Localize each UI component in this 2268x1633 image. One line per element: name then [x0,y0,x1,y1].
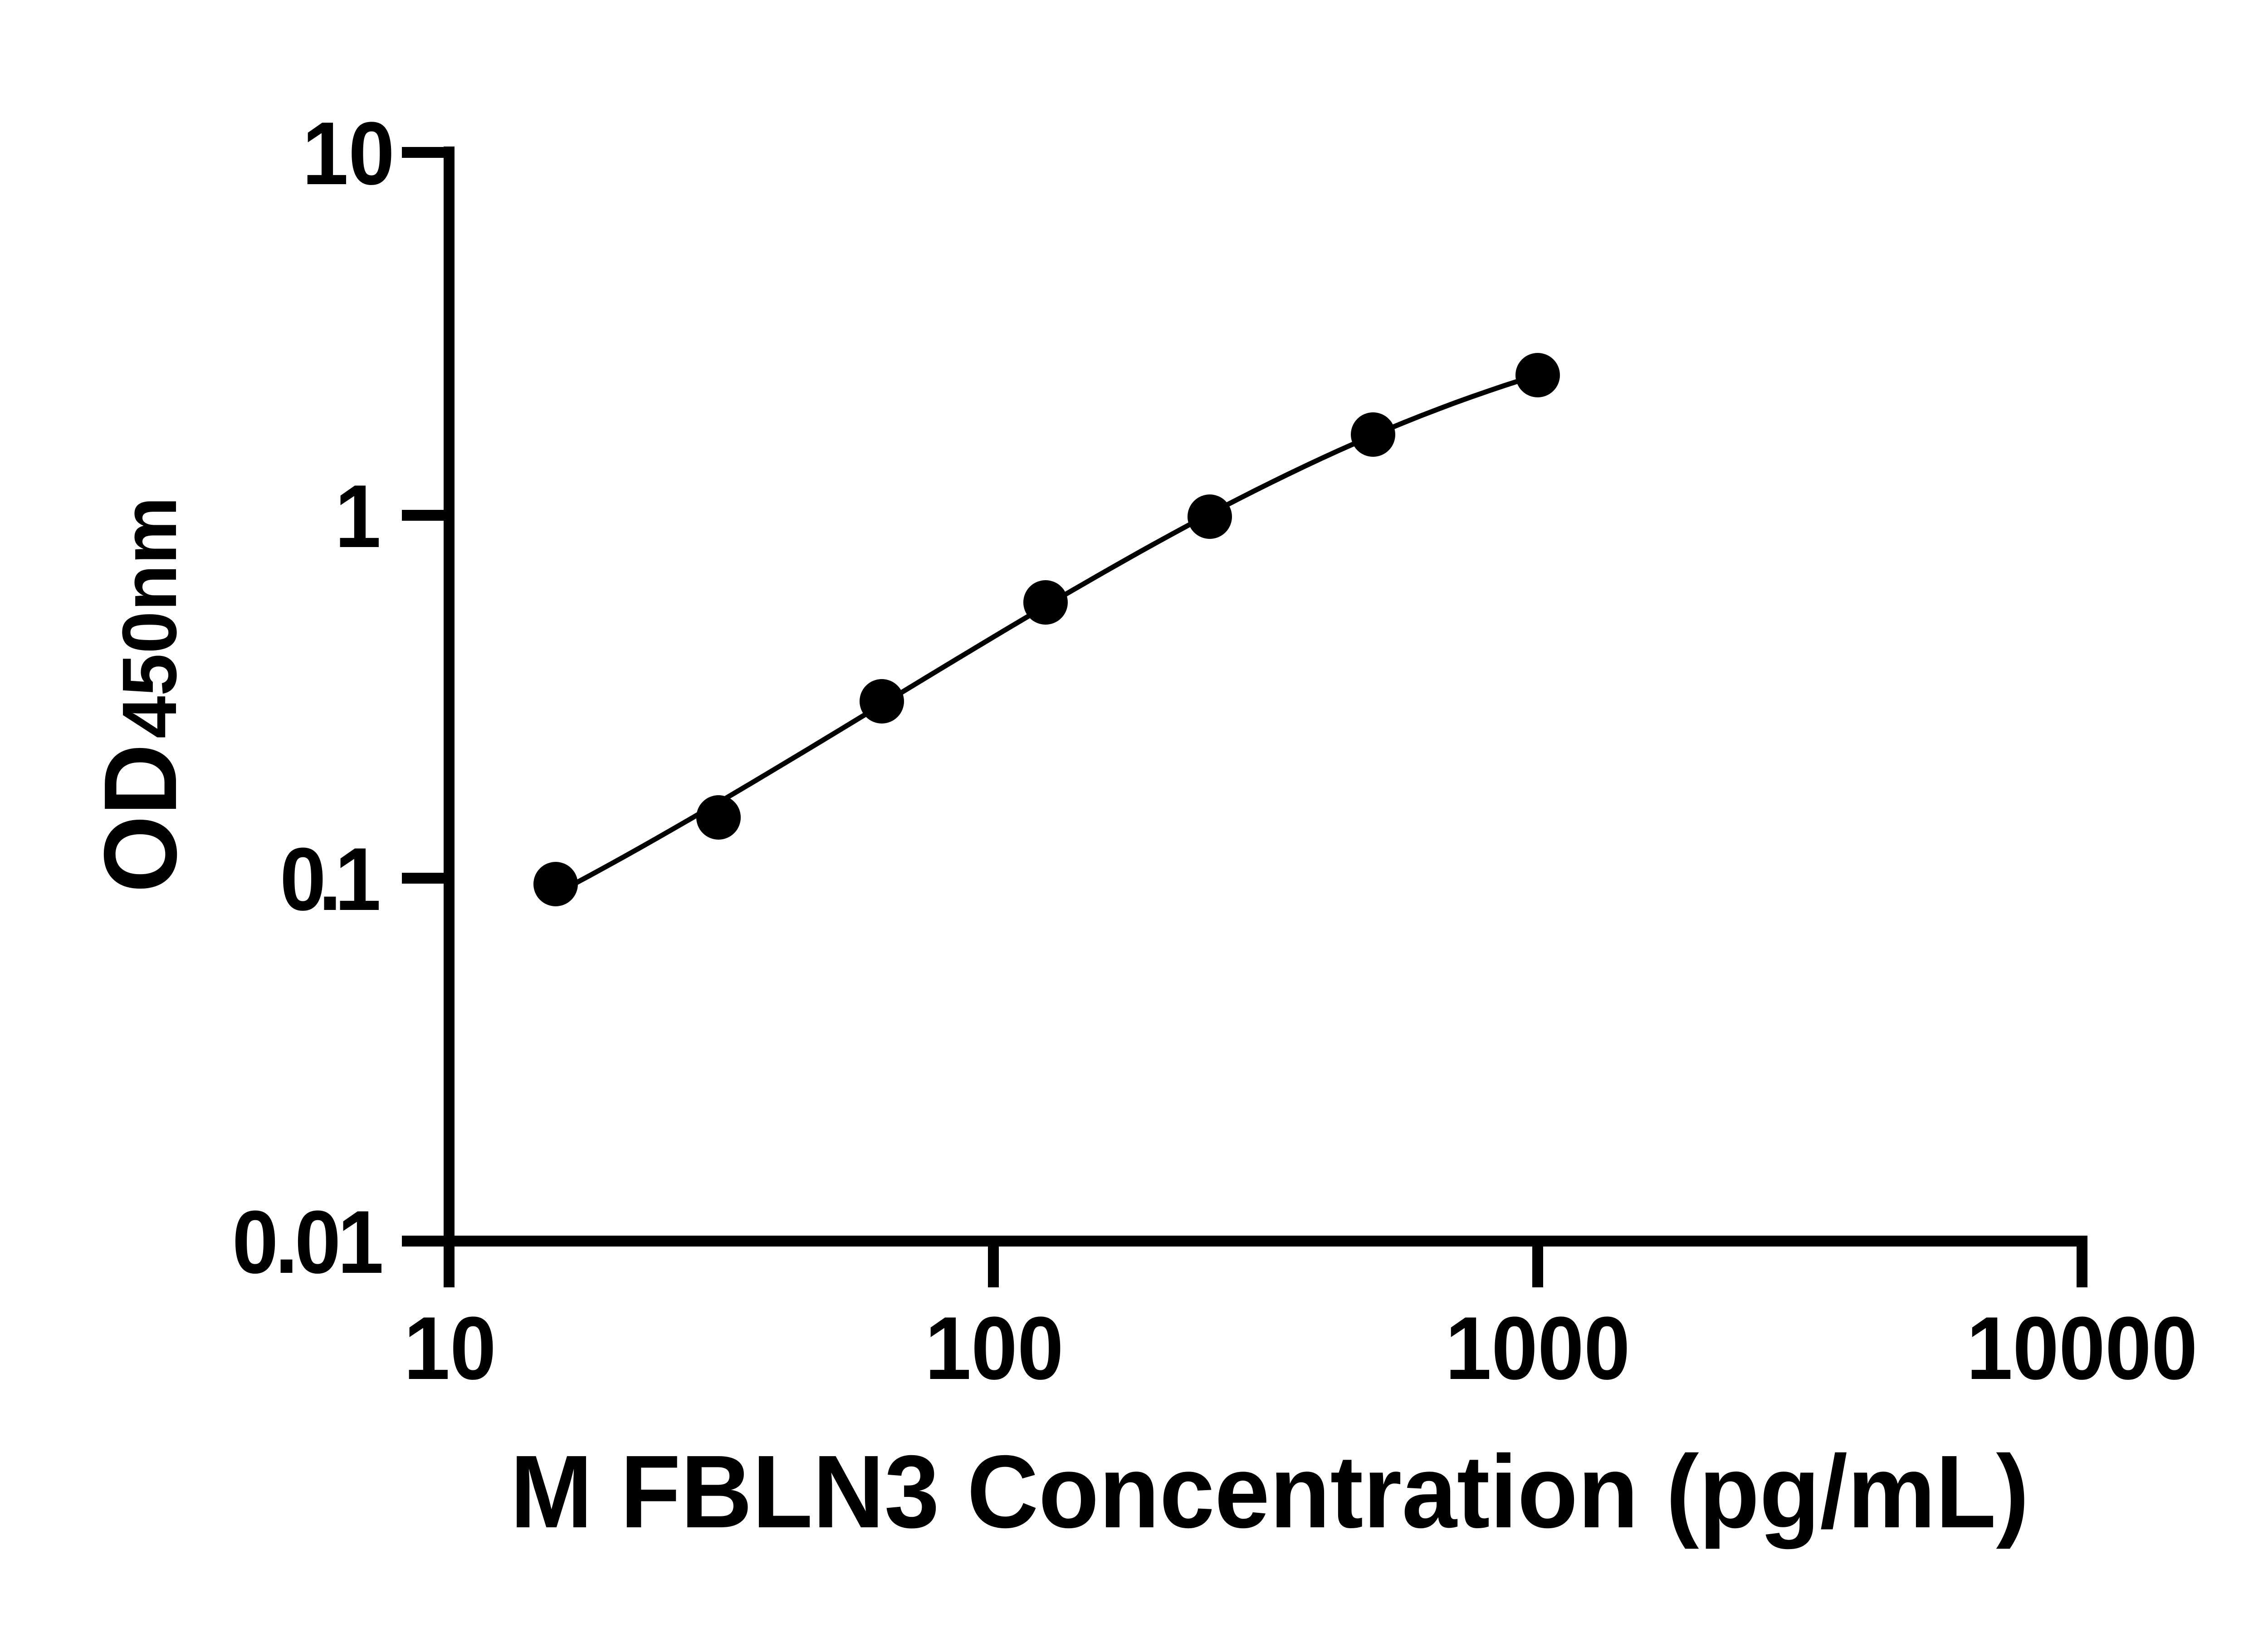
svg-text:10000: 10000 [1966,1299,2197,1398]
svg-text:M FBLN3 Concentration (pg/mL): M FBLN3 Concentration (pg/mL) [510,1434,2029,1550]
svg-text:1000: 1000 [1445,1299,1630,1398]
svg-text:OD: OD [83,744,198,893]
svg-text:1: 1 [335,467,381,567]
svg-text:450nm: 450nm [106,497,192,738]
svg-text:10: 10 [302,104,395,204]
svg-text:0.1: 0.1 [280,830,381,929]
svg-text:10: 10 [404,1299,496,1398]
svg-text:0.01: 0.01 [232,1193,384,1292]
svg-text:100: 100 [925,1299,1064,1398]
